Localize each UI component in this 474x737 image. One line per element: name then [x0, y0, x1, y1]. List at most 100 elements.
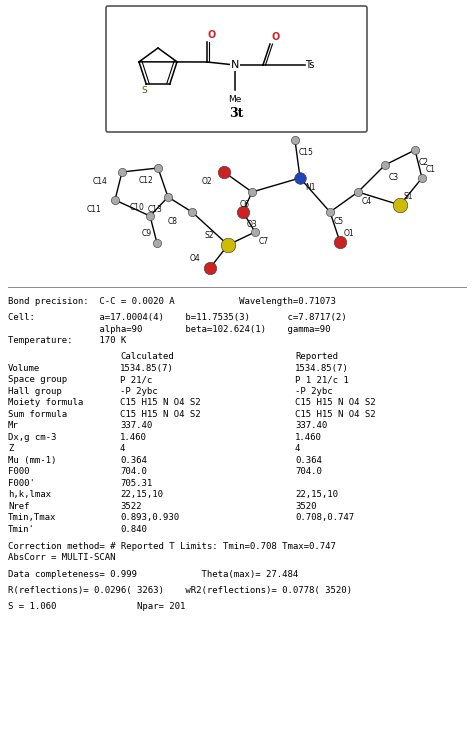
Text: 3t: 3t	[229, 107, 244, 120]
Text: 22,15,10: 22,15,10	[120, 490, 163, 499]
Text: Temperature:     170 K: Temperature: 170 K	[8, 336, 126, 345]
Text: Reported: Reported	[295, 352, 338, 361]
Text: C10: C10	[130, 203, 145, 212]
Text: C14: C14	[93, 177, 108, 186]
Text: C7: C7	[259, 237, 269, 246]
Text: C15 H15 N O4 S2: C15 H15 N O4 S2	[120, 410, 201, 419]
Text: C4: C4	[362, 197, 372, 206]
Point	[164, 191, 172, 203]
Text: Cell:            a=17.0004(4)    b=11.7535(3)       c=7.8717(2): Cell: a=17.0004(4) b=11.7535(3) c=7.8717…	[8, 313, 346, 322]
Text: 0.840: 0.840	[120, 525, 147, 534]
Text: S2: S2	[204, 231, 214, 240]
Text: O: O	[272, 32, 280, 42]
Text: 3522: 3522	[120, 502, 142, 511]
Text: h,k,lmax: h,k,lmax	[8, 490, 51, 499]
Text: 4: 4	[120, 444, 126, 453]
Text: alpha=90        beta=102.624(1)    gamma=90: alpha=90 beta=102.624(1) gamma=90	[8, 324, 330, 334]
Text: Z: Z	[8, 444, 13, 453]
Point	[396, 199, 404, 211]
Text: Mu (mm-1): Mu (mm-1)	[8, 455, 56, 465]
Text: -P 2ybc: -P 2ybc	[295, 387, 333, 396]
Point	[118, 166, 126, 178]
Point	[296, 172, 304, 184]
Text: Bond precision:  C-C = 0.0020 A            Wavelength=0.71073: Bond precision: C-C = 0.0020 A Wavelengt…	[8, 297, 336, 306]
Text: 0.364: 0.364	[120, 455, 147, 465]
FancyBboxPatch shape	[106, 6, 367, 132]
Text: F000': F000'	[8, 479, 35, 488]
Point	[411, 144, 419, 156]
Text: 705.31: 705.31	[120, 479, 152, 488]
Point	[154, 162, 162, 174]
Text: C6: C6	[240, 200, 250, 209]
Text: C13: C13	[148, 205, 163, 214]
Text: P 1 21/c 1: P 1 21/c 1	[295, 375, 349, 384]
Text: O: O	[208, 30, 216, 40]
Text: 3520: 3520	[295, 502, 317, 511]
Text: C3: C3	[389, 173, 399, 182]
Text: 22,15,10: 22,15,10	[295, 490, 338, 499]
Point	[291, 134, 299, 146]
Text: C5: C5	[334, 217, 344, 226]
Text: O1: O1	[344, 229, 355, 238]
Text: S = 1.060               Npar= 201: S = 1.060 Npar= 201	[8, 601, 185, 611]
Point	[153, 237, 161, 249]
Text: O2: O2	[201, 177, 212, 186]
Point	[146, 210, 154, 222]
Text: N1: N1	[305, 183, 316, 192]
Point	[381, 159, 389, 171]
Point	[239, 206, 247, 218]
Text: Nref: Nref	[8, 502, 29, 511]
Text: 1.460: 1.460	[120, 433, 147, 441]
Text: 1.460: 1.460	[295, 433, 322, 441]
Text: Mr: Mr	[8, 422, 19, 430]
Text: C8: C8	[168, 217, 178, 226]
Point	[326, 206, 334, 218]
Point	[248, 186, 256, 198]
Text: C15 H15 N O4 S2: C15 H15 N O4 S2	[120, 398, 201, 408]
Text: 1534.85(7): 1534.85(7)	[120, 363, 174, 373]
Text: Data completeness= 0.999            Theta(max)= 27.484: Data completeness= 0.999 Theta(max)= 27.…	[8, 570, 298, 579]
Point	[206, 262, 214, 274]
Text: Space group: Space group	[8, 375, 67, 384]
Point	[188, 206, 196, 218]
Text: S: S	[141, 86, 147, 95]
Text: C11: C11	[86, 205, 101, 214]
Text: O4: O4	[189, 254, 200, 263]
Text: Dx,g cm-3: Dx,g cm-3	[8, 433, 56, 441]
Text: 337.40: 337.40	[295, 422, 327, 430]
Text: 337.40: 337.40	[120, 422, 152, 430]
Text: AbsCorr = MULTI-SCAN: AbsCorr = MULTI-SCAN	[8, 553, 116, 562]
Text: Tmin,Tmax: Tmin,Tmax	[8, 513, 56, 523]
Text: Correction method= # Reported T Limits: Tmin=0.708 Tmax=0.747: Correction method= # Reported T Limits: …	[8, 542, 336, 551]
Text: F000: F000	[8, 467, 29, 476]
Text: C1: C1	[426, 165, 436, 174]
Point	[224, 239, 232, 251]
Point	[336, 236, 344, 248]
Text: Sum formula: Sum formula	[8, 410, 67, 419]
Text: C15 H15 N O4 S2: C15 H15 N O4 S2	[295, 410, 375, 419]
Text: Tmin': Tmin'	[8, 525, 35, 534]
Text: 0.893,0.930: 0.893,0.930	[120, 513, 179, 523]
Point	[111, 194, 119, 206]
Text: S1: S1	[404, 192, 413, 201]
Text: P 21/c: P 21/c	[120, 375, 152, 384]
Point	[220, 166, 228, 178]
Text: 1534.85(7): 1534.85(7)	[295, 363, 349, 373]
Text: Ts: Ts	[305, 60, 314, 70]
Text: C2: C2	[419, 158, 429, 167]
Text: -P 2ybc: -P 2ybc	[120, 387, 158, 396]
Text: Hall group: Hall group	[8, 387, 62, 396]
Text: C15 H15 N O4 S2: C15 H15 N O4 S2	[295, 398, 375, 408]
Point	[418, 172, 426, 184]
Text: Volume: Volume	[8, 363, 40, 373]
Text: 0.708,0.747: 0.708,0.747	[295, 513, 354, 523]
Text: N: N	[231, 60, 239, 70]
Text: 4: 4	[295, 444, 301, 453]
Text: 704.0: 704.0	[295, 467, 322, 476]
Text: O3: O3	[247, 220, 258, 229]
Point	[354, 186, 362, 198]
Text: Calculated: Calculated	[120, 352, 174, 361]
Text: C9: C9	[142, 229, 152, 238]
Text: Me: Me	[228, 95, 242, 104]
Text: R(reflections)= 0.0296( 3263)    wR2(reflections)= 0.0778( 3520): R(reflections)= 0.0296( 3263) wR2(reflec…	[8, 586, 352, 595]
